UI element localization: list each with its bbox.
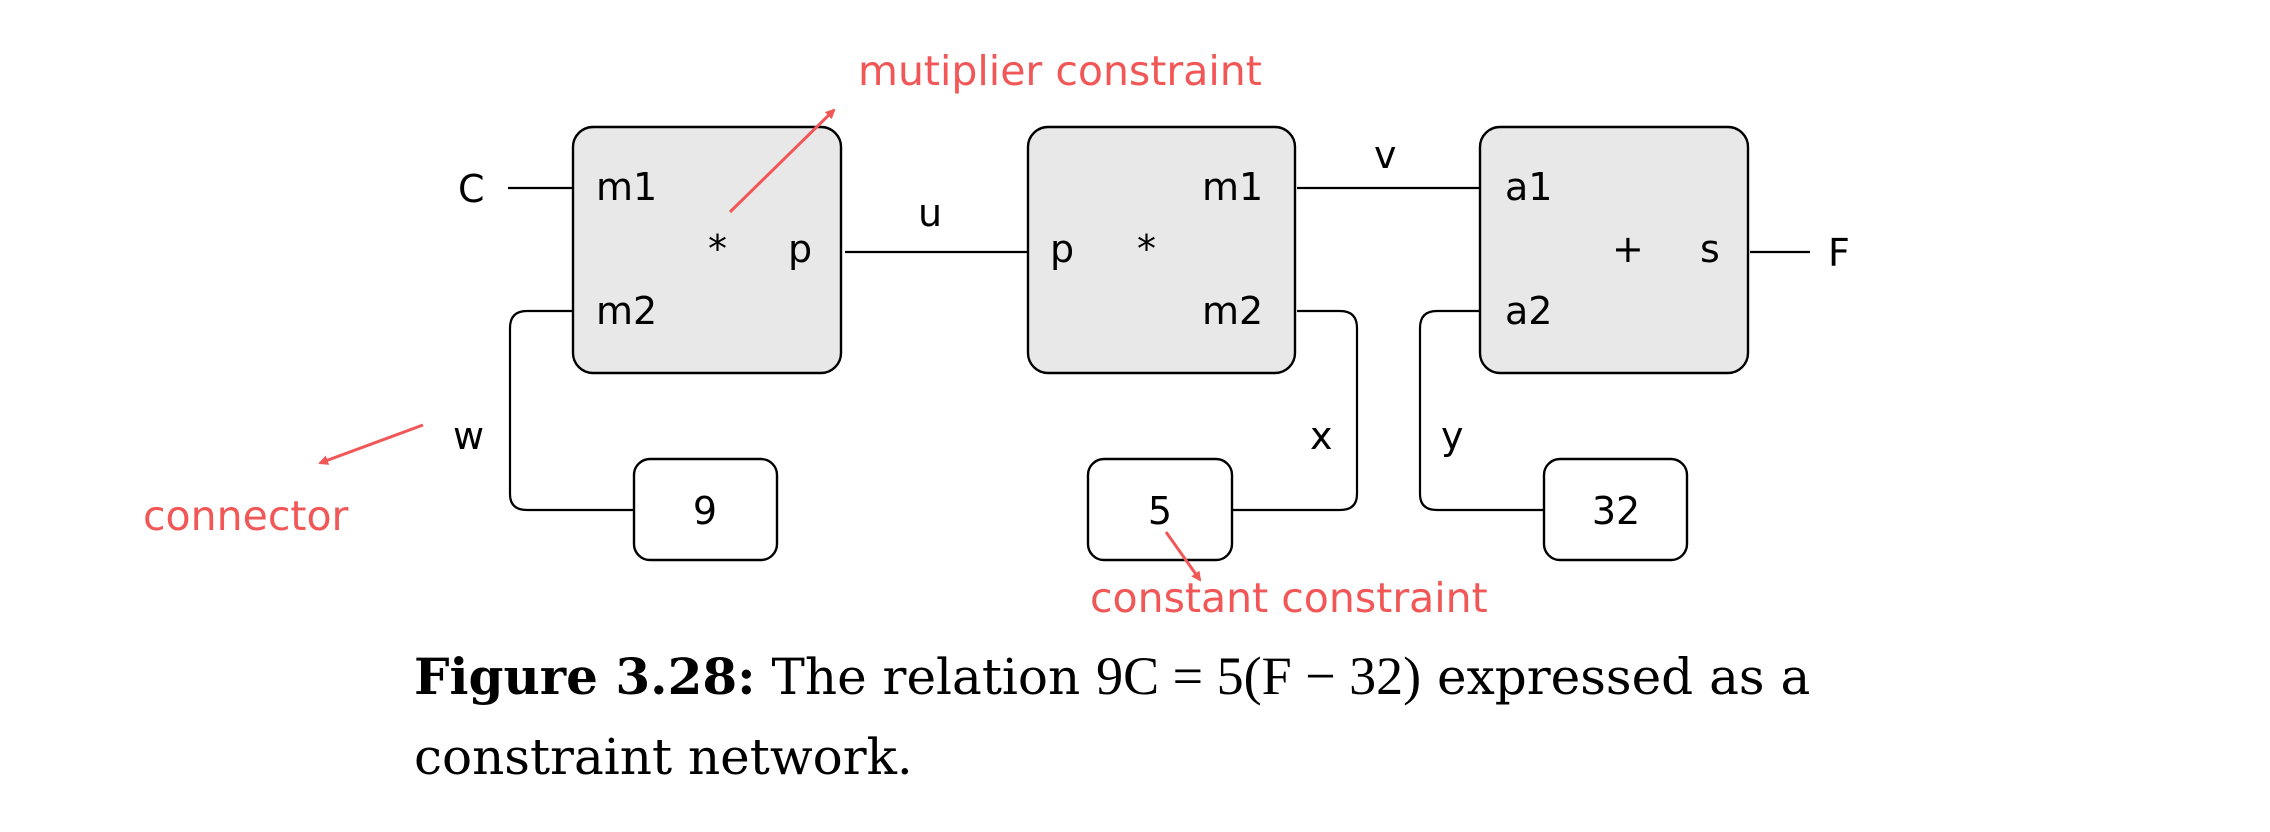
figure-number: Figure 3.28: bbox=[414, 647, 756, 706]
constant-constraint-annotation: constant constraint bbox=[1090, 574, 1488, 622]
connector-annotation-arrow bbox=[318, 423, 424, 465]
constraint-network-diagram: m1 m2 * p p * m1 m2 a1 a2 + s 9 5 32 C F… bbox=[143, 47, 1850, 622]
connector-y-label: y bbox=[1441, 414, 1464, 458]
multiply-operator: * bbox=[708, 227, 727, 271]
port-m2-label: m2 bbox=[1202, 289, 1263, 333]
port-s-label: s bbox=[1700, 227, 1720, 271]
multiplier-constraint-annotation: mutiplier constraint bbox=[858, 47, 1262, 95]
constant-value: 5 bbox=[1148, 489, 1172, 533]
multiplier-constraint-1: m1 m2 * p bbox=[571, 125, 843, 375]
port-m1-label: m1 bbox=[596, 165, 657, 209]
connector-c-label: C bbox=[458, 167, 485, 211]
caption-equation: 9C = 5(F − 32) bbox=[1096, 646, 1422, 706]
constant-9: 9 bbox=[632, 457, 779, 562]
figure-caption: Figure 3.28: The relation 9C = 5(F − 32)… bbox=[414, 636, 1914, 797]
connector-f-label: F bbox=[1828, 231, 1850, 275]
constant-value: 32 bbox=[1592, 489, 1640, 533]
constant-annotation-arrow bbox=[1164, 531, 1202, 582]
connector-annotation: connector bbox=[143, 492, 349, 540]
port-a1-label: a1 bbox=[1505, 165, 1552, 209]
constant-5: 5 bbox=[1086, 457, 1234, 562]
adder-constraint: a1 a2 + s bbox=[1478, 125, 1750, 375]
constant-value: 9 bbox=[693, 489, 717, 533]
add-operator: + bbox=[1612, 227, 1644, 271]
multiplier-constraint-2: p * m1 m2 bbox=[1026, 125, 1297, 375]
port-m2-label: m2 bbox=[596, 289, 657, 333]
wire-w bbox=[508, 309, 634, 512]
connector-v-label: v bbox=[1374, 133, 1397, 177]
port-a2-label: a2 bbox=[1505, 289, 1552, 333]
port-p-label: p bbox=[788, 227, 812, 271]
port-p-label: p bbox=[1050, 227, 1074, 271]
wire-x bbox=[1232, 309, 1359, 512]
caption-text-after: expressed as a constraint network. bbox=[414, 648, 1811, 786]
wire-y bbox=[1418, 309, 1544, 512]
multiplier-annotation-arrow bbox=[728, 108, 836, 214]
multiply-operator: * bbox=[1137, 227, 1156, 271]
constant-32: 32 bbox=[1542, 457, 1689, 562]
connector-w-label: w bbox=[453, 414, 484, 458]
connector-u-label: u bbox=[918, 191, 942, 235]
port-m1-label: m1 bbox=[1202, 165, 1263, 209]
caption-text-before: The relation bbox=[771, 648, 1081, 706]
connector-x-label: x bbox=[1310, 414, 1333, 458]
